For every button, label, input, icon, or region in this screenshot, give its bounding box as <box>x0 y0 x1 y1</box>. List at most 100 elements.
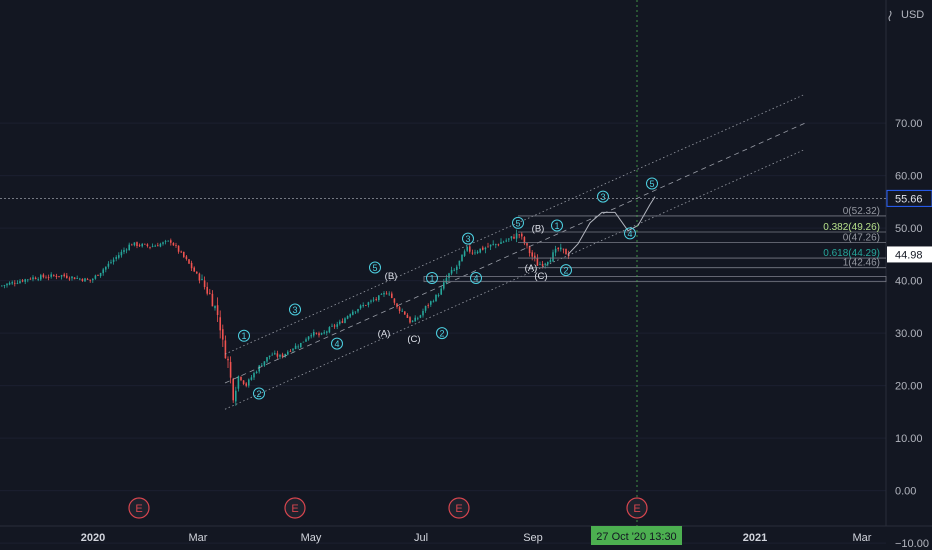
candle-body <box>495 244 497 245</box>
candle-body <box>359 305 362 309</box>
candle-body <box>6 283 8 286</box>
svg-text:1: 1 <box>241 331 246 341</box>
x-tick-label: 2020 <box>81 532 105 544</box>
x-axis[interactable]: 2020 Mar May Jul Sep 2021 Mar 27 Oct '20 13:30 <box>81 526 872 545</box>
y-axis-grid <box>0 122 886 544</box>
regression-channel[interactable] <box>224 93 806 410</box>
candle-body <box>336 324 338 327</box>
candle-body <box>16 283 19 284</box>
candle-body <box>534 255 536 259</box>
wave-label-circled: 2 <box>436 327 448 340</box>
candle-body <box>450 270 453 274</box>
crosshair-price-label: 55.66 <box>895 193 923 205</box>
svg-text:E: E <box>455 503 462 515</box>
candle-body <box>370 300 372 302</box>
candle-body <box>284 353 286 357</box>
candle-body <box>401 310 403 312</box>
candle-body <box>484 247 487 250</box>
candle-body <box>482 247 484 250</box>
candle-body <box>237 376 240 389</box>
candle-body <box>458 260 461 266</box>
candle-body <box>430 301 432 305</box>
candle-body <box>554 248 557 253</box>
candle-body <box>453 269 455 271</box>
earnings-marker: E <box>128 497 150 519</box>
wave-label-circled: 2 <box>253 387 265 400</box>
candle-body <box>110 262 112 264</box>
candle-body <box>180 251 182 253</box>
svg-text:E: E <box>291 503 298 515</box>
candle-body <box>502 241 505 243</box>
y-tick-label: −10.00 <box>895 538 929 550</box>
candle-body <box>557 248 559 250</box>
candle-body <box>281 354 284 357</box>
y-axis[interactable]: 70.00 60.00 50.00 40.00 30.00 20.00 10.00 0.00 −… <box>886 118 932 550</box>
candle-body <box>469 246 471 252</box>
projection-path[interactable] <box>567 196 656 255</box>
candle-body <box>396 303 398 307</box>
wave-label-circled: 3 <box>597 190 609 203</box>
candle-body <box>367 302 370 306</box>
wave-label-circled: 5 <box>646 177 658 190</box>
candle-body <box>120 251 123 256</box>
candle-body <box>68 278 71 280</box>
candle-body <box>549 260 552 263</box>
wave-label-circled: 5 <box>369 261 381 274</box>
candle-body <box>164 240 167 242</box>
wave-label-circled: 5 <box>512 216 524 229</box>
candle-body <box>167 240 169 242</box>
candle-body <box>29 278 32 280</box>
candle-body <box>414 317 416 322</box>
candle-body <box>547 262 549 265</box>
candle-body <box>297 346 299 348</box>
fib-level-label: 0.382(49.26) <box>823 222 880 233</box>
currency-label[interactable]: USD <box>901 9 924 21</box>
candle-body <box>437 295 440 296</box>
wave-label: (B) <box>385 271 398 282</box>
svg-text:5: 5 <box>515 218 520 228</box>
candle-body <box>294 345 297 349</box>
candle-body <box>144 243 146 245</box>
candle-body <box>333 325 336 327</box>
fib-level-label: 1(42.46) <box>843 258 880 269</box>
candle-body <box>560 247 562 250</box>
candle-body <box>541 264 544 266</box>
settings-icon[interactable] <box>888 10 892 22</box>
crosshair-time-box <box>591 526 682 545</box>
svg-text:5: 5 <box>372 263 377 273</box>
candle-body <box>466 246 468 251</box>
candle-body <box>440 288 442 295</box>
candle-body <box>326 331 328 333</box>
svg-text:5: 5 <box>649 179 654 189</box>
candle-body <box>123 250 125 252</box>
fibonacci-retracement[interactable]: 0(52.32) 0.382(49.26)0(47.26) 0.618(44.29)… <box>423 206 887 283</box>
candle-body <box>79 278 81 280</box>
candle-body <box>24 279 26 282</box>
crosshair-time-label: 27 Oct '20 13:30 <box>596 531 676 543</box>
wave-label-circled: 4 <box>470 271 482 284</box>
candle-body <box>58 276 60 277</box>
candle-body <box>92 278 94 281</box>
candle-body <box>89 279 91 281</box>
candle-body <box>435 294 437 302</box>
candle-body <box>32 277 34 280</box>
candle-body <box>175 245 177 246</box>
candle-body <box>222 329 224 340</box>
svg-text:E: E <box>135 503 142 515</box>
wave-label-circled: 2 <box>560 264 572 277</box>
candle-body <box>268 355 271 358</box>
candle-body <box>118 255 120 258</box>
candle-body <box>417 318 419 320</box>
candle-body <box>302 341 305 343</box>
candle-body <box>521 233 523 237</box>
candle-body <box>313 332 315 336</box>
candle-body <box>388 293 390 295</box>
candle-body <box>432 301 435 303</box>
wave-label: (C) <box>534 271 547 282</box>
candle-body <box>536 258 539 266</box>
candle-body <box>248 379 250 386</box>
candle-body <box>133 242 136 246</box>
candle-body <box>125 249 128 251</box>
